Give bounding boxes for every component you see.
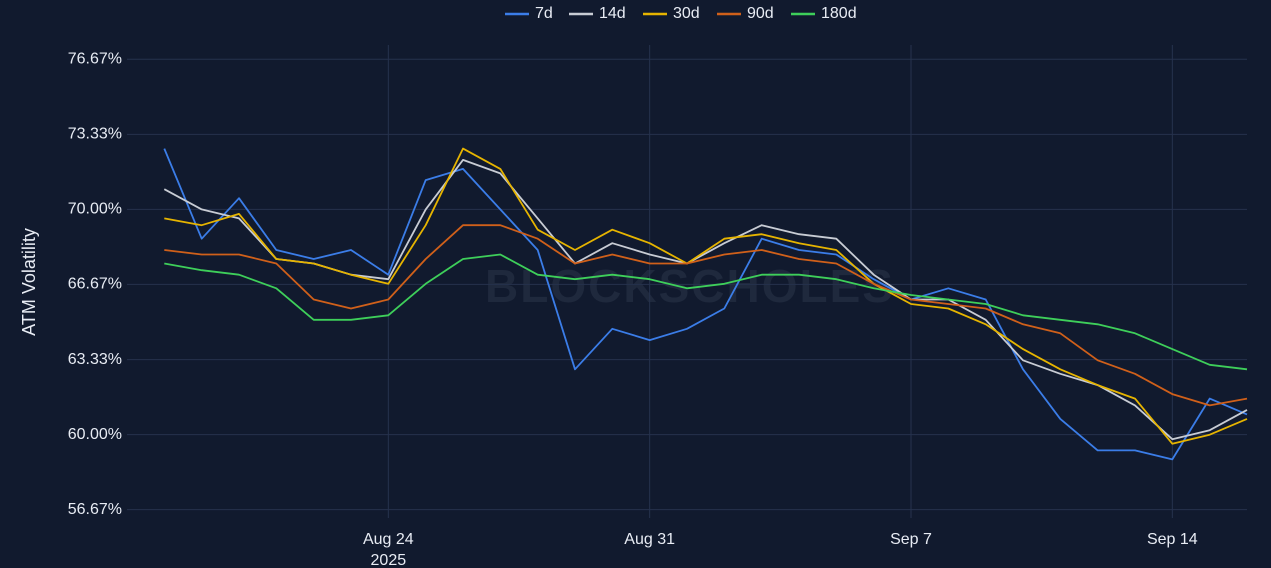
series-line bbox=[164, 147, 1248, 445]
y-tick-label: 56.67% bbox=[68, 501, 122, 518]
legend-label: 14d bbox=[599, 5, 626, 22]
legend-label: 180d bbox=[821, 5, 857, 22]
series-line bbox=[163, 148, 1248, 461]
legend-label: 90d bbox=[747, 5, 774, 22]
y-tick-label: 60.00% bbox=[68, 426, 122, 443]
y-tick-label: 76.67% bbox=[68, 50, 122, 67]
x-tick-label: Sep 7 bbox=[890, 531, 932, 548]
x-tick-label: Aug 31 bbox=[624, 531, 675, 548]
y-tick-label: 70.00% bbox=[68, 201, 122, 218]
watermark: BLOCKSCHOLES bbox=[485, 260, 895, 312]
x-tick-label: Sep 14 bbox=[1147, 531, 1198, 548]
y-tick-label: 66.67% bbox=[68, 276, 122, 293]
series-line bbox=[164, 224, 1248, 407]
legend-label: 30d bbox=[673, 5, 700, 22]
y-tick-label: 73.33% bbox=[68, 126, 122, 143]
y-axis-title: ATM Volatility bbox=[19, 228, 39, 336]
x-tick-label: Aug 24 bbox=[363, 531, 414, 548]
x-tick-sublabel: 2025 bbox=[371, 552, 407, 568]
y-tick-label: 63.33% bbox=[68, 351, 122, 368]
series-line bbox=[164, 253, 1248, 371]
legend-label: 7d bbox=[535, 5, 553, 22]
